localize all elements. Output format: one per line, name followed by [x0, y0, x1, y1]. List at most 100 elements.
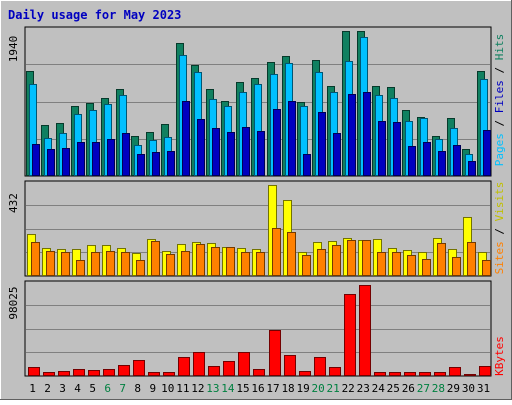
panel-2-bar-sites-day-22 — [347, 240, 356, 276]
x-tick-label-day-19: 19 — [296, 382, 309, 395]
panel-2-bar-sites-day-9 — [151, 241, 160, 276]
panel-2-bar-sites-day-18 — [287, 232, 296, 276]
panel-3-bar-kbytes-day-22 — [344, 294, 356, 376]
x-tick-label-day-9: 9 — [149, 382, 156, 395]
panel-1-bar-pages-day-25 — [393, 122, 401, 176]
panel-3-legend: KBytes — [493, 336, 506, 376]
panel-1-bar-pages-day-5 — [92, 142, 100, 176]
panel-3-bar-kbytes-day-1 — [28, 367, 40, 376]
x-tick-label-day-17: 17 — [266, 382, 279, 395]
panel-2-bar-sites-day-11 — [181, 251, 190, 276]
panel-1-bar-pages-day-10 — [167, 151, 175, 176]
panel-1-ymax-label: 1940 — [7, 36, 20, 63]
panel-1-bar-pages-day-28 — [438, 151, 446, 176]
panel-1-bar-pages-day-12 — [197, 119, 205, 176]
panel-1-bar-pages-day-19 — [303, 154, 311, 176]
panel-3-bar-kbytes-day-21 — [329, 367, 341, 376]
panel-2-bar-sites-day-6 — [106, 251, 115, 276]
legend-item-sites: Sites — [493, 241, 506, 274]
panel-1-bar-pages-day-14 — [227, 132, 235, 176]
panel-2-bar-sites-day-27 — [422, 259, 431, 276]
panel-2-bar-sites-day-24 — [377, 252, 386, 276]
panel-1-bar-pages-day-22 — [348, 94, 356, 176]
legend-item-kbytes: KBytes — [493, 336, 506, 376]
panel-3-bar-kbytes-day-23 — [359, 285, 371, 376]
panel-3-bar-kbytes-day-28 — [434, 372, 446, 376]
panel-1-bar-pages-day-29 — [453, 145, 461, 176]
x-tick-label-day-4: 4 — [74, 382, 81, 395]
panel-2-bar-sites-day-30 — [467, 242, 476, 276]
x-tick-label-day-26: 26 — [402, 382, 415, 395]
panel-3-bar-kbytes-day-16 — [253, 369, 265, 376]
legend-separator: / — [493, 221, 506, 241]
panel-1-bar-pages-day-1 — [32, 144, 40, 176]
panel-2-bar-sites-day-17 — [272, 228, 281, 276]
panel-3-bar-kbytes-day-25 — [389, 372, 401, 376]
panel-2-bar-sites-day-1 — [31, 242, 40, 276]
x-tick-label-day-18: 18 — [281, 382, 294, 395]
panel-2-bar-sites-day-19 — [302, 255, 311, 276]
panel-2-bar-sites-day-26 — [407, 255, 416, 276]
panel-1-bar-pages-day-24 — [378, 121, 386, 176]
x-tick-label-day-10: 10 — [161, 382, 174, 395]
x-tick-label-day-11: 11 — [176, 382, 189, 395]
panel-1-bar-pages-day-21 — [333, 133, 341, 176]
panel-3-bar-kbytes-day-29 — [449, 367, 461, 376]
panel-1-bar-pages-day-2 — [47, 149, 55, 176]
x-tick-label-day-12: 12 — [191, 382, 204, 395]
panel-1-bar-pages-day-18 — [288, 101, 296, 176]
panel-3-bar-kbytes-day-9 — [148, 372, 160, 376]
panel-1-bar-pages-day-6 — [107, 139, 115, 176]
panel-3-bar-kbytes-day-26 — [404, 372, 416, 376]
x-tick-label-day-30: 30 — [462, 382, 475, 395]
panel-3-ymax-label: 98025 — [7, 286, 20, 319]
x-tick-label-day-6: 6 — [104, 382, 111, 395]
legend-item-visits: Visits — [493, 182, 506, 222]
panel-3-bar-kbytes-day-31 — [479, 366, 491, 376]
panel-2-ymax-label: 432 — [7, 193, 20, 213]
x-tick-label-day-25: 25 — [387, 382, 400, 395]
panel-1-bar-pages-day-23 — [363, 92, 371, 176]
legend-item-hits: Hits — [493, 34, 506, 61]
panel-1-bar-pages-day-11 — [182, 101, 190, 176]
panel-1-bar-pages-day-27 — [423, 142, 431, 176]
panel-2-bar-sites-day-23 — [362, 240, 371, 276]
panel-3-bar-kbytes-day-30 — [464, 374, 476, 376]
panel-3-bar-kbytes-day-13 — [208, 366, 220, 376]
panel-3-bar-kbytes-day-27 — [419, 372, 431, 376]
panel-1-legend: Pages / Files / Hits — [493, 34, 506, 167]
x-tick-label-day-29: 29 — [447, 382, 460, 395]
panel-2-bar-sites-day-10 — [166, 254, 175, 276]
x-tick-label-day-5: 5 — [89, 382, 96, 395]
panel-3-bar-kbytes-day-2 — [43, 372, 55, 376]
legend-item-files: Files — [493, 80, 506, 113]
panel-1-bar-pages-day-17 — [273, 109, 281, 176]
panel-1-bar-pages-day-13 — [212, 128, 220, 176]
panel-2-bar-sites-day-20 — [317, 249, 326, 276]
panel-2-bar-sites-day-8 — [136, 260, 145, 276]
panel-2-bar-sites-day-3 — [61, 252, 70, 276]
x-tick-label-day-21: 21 — [327, 382, 340, 395]
x-tick-label-day-27: 27 — [417, 382, 430, 395]
x-tick-label-day-15: 15 — [236, 382, 249, 395]
x-tick-label-day-23: 23 — [357, 382, 370, 395]
panel-2-bar-sites-day-15 — [241, 252, 250, 276]
panel-2-bar-sites-day-14 — [226, 247, 235, 276]
panel-3-bar-kbytes-day-5 — [88, 370, 100, 376]
panel-1-bar-pages-day-31 — [483, 130, 491, 176]
x-tick-label-day-16: 16 — [251, 382, 264, 395]
panel-2-bar-sites-day-29 — [452, 257, 461, 276]
panel-3-bar-kbytes-day-7 — [118, 365, 130, 376]
x-tick-label-day-28: 28 — [432, 382, 445, 395]
x-tick-label-day-24: 24 — [372, 382, 386, 395]
panel-1-bar-pages-day-15 — [242, 127, 250, 176]
panel-2-bar-sites-day-13 — [211, 247, 220, 276]
panel-3-bar-kbytes-day-10 — [163, 372, 175, 376]
x-tick-label-day-2: 2 — [44, 382, 51, 395]
panel-2-bar-sites-day-12 — [196, 244, 205, 276]
panel-1-bar-pages-day-9 — [152, 152, 160, 176]
panel-2-bar-sites-day-31 — [482, 260, 491, 276]
panel-3-bar-kbytes-day-24 — [374, 372, 386, 376]
